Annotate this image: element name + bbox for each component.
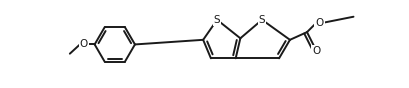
Text: O: O: [315, 18, 323, 28]
Text: O: O: [311, 46, 320, 56]
Text: O: O: [79, 39, 88, 49]
Text: S: S: [258, 15, 265, 25]
Text: S: S: [213, 15, 220, 25]
